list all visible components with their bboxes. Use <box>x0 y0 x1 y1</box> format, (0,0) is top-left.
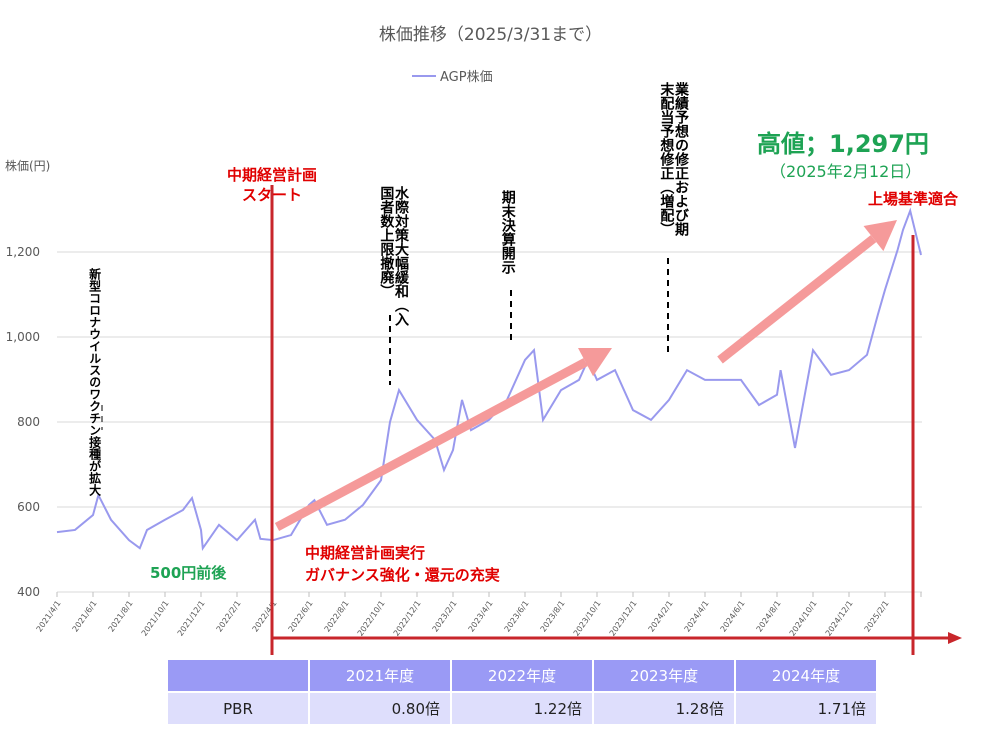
header-cell <box>168 660 308 691</box>
plan-exec-line1: 中期経営計画実行 <box>305 544 426 562</box>
x-tick-label: 2022/6/1 <box>287 599 315 634</box>
trend-arrow-2-head <box>863 220 897 252</box>
x-tick-label: 2023/2/1 <box>431 599 459 634</box>
series-line-agp <box>56 207 922 552</box>
annotation-covid: 新型コロナウイルスのワクチン接種が拡大 <box>87 268 102 496</box>
annotation-500: 500円前後 <box>150 564 227 582</box>
annotation-border: 水際対策大幅緩和（入国者数上限撤廃） <box>378 186 409 326</box>
x-tick-label: 2022/10/1 <box>356 599 387 638</box>
annotation-plan-start: 中期経営計画 スタート <box>212 165 332 205</box>
annotation-high: 高値；1,297円 <box>757 130 929 158</box>
x-tick-label: 2022/8/1 <box>323 599 351 634</box>
x-tick-label: 2024/6/1 <box>719 599 747 634</box>
y-tick-label: 800 <box>17 415 40 429</box>
plan-exec-line2: ガバナンス強化・還元の充実 <box>305 566 500 584</box>
x-tick-label: 2021/6/1 <box>71 599 99 634</box>
x-tick-label: 2025/2/1 <box>863 599 891 634</box>
trend-arrow-2 <box>717 235 877 364</box>
annotation-forecast: 業績予想の修正および期末配当予想修正（増配） <box>658 82 689 236</box>
table-row: PBR 0.80倍 1.22倍 1.28倍 1.71倍 <box>168 693 876 724</box>
x-tick-label: 2024/2/1 <box>647 599 675 634</box>
x-tick-label: 2023/12/1 <box>608 599 639 638</box>
row-label: PBR <box>168 693 308 724</box>
y-tick-label: 400 <box>17 585 40 599</box>
value-cell: 0.80倍 <box>310 693 450 724</box>
pbr-table: 2021年度 2022年度 2023年度 2024年度 PBR 0.80倍 1.… <box>166 658 878 726</box>
legend: AGP株価 <box>412 66 493 85</box>
x-tick-label: 2021/12/1 <box>176 599 207 638</box>
x-tick-label: 2024/4/1 <box>683 599 711 634</box>
annotation-high-date: （2025年2月12日） <box>770 162 922 181</box>
x-tick-label: 2024/12/1 <box>824 599 855 638</box>
y-axis-label: 株価(円) <box>5 159 51 173</box>
x-tick-label: 2021/4/1 <box>35 599 63 634</box>
x-tick-label: 2021/10/1 <box>140 599 171 638</box>
x-tick-label: 2023/8/1 <box>539 599 567 634</box>
y-tick-label: 1,000 <box>6 330 40 344</box>
timeline-arrow-head <box>948 632 962 644</box>
header-cell: 2023年度 <box>594 660 734 691</box>
value-cell: 1.71倍 <box>736 693 876 724</box>
x-tick-label: 2023/4/1 <box>467 599 495 634</box>
x-tick-label: 2024/10/1 <box>788 599 819 638</box>
annotation-plan-exec: 中期経営計画実行 ガバナンス強化・還元の充実 <box>305 542 500 586</box>
annotation-results: 期末決算開示 <box>499 190 516 274</box>
header-cell: 2022年度 <box>452 660 592 691</box>
x-tick-label: 2022/2/1 <box>215 599 243 634</box>
plan-start-line1: 中期経営計画 <box>226 166 317 184</box>
x-tick-label: 2021/8/1 <box>107 599 135 634</box>
trend-arrow-1 <box>274 358 588 531</box>
annotation-listing: 上場基準適合 <box>868 190 959 208</box>
table-header-row: 2021年度 2022年度 2023年度 2024年度 <box>168 660 876 691</box>
chart-title: 株価推移（2025/3/31まで） <box>378 25 603 45</box>
x-tick-label: 2023/10/1 <box>572 599 603 638</box>
header-cell: 2024年度 <box>736 660 876 691</box>
x-tick-label: 2022/4/1 <box>251 599 279 634</box>
legend-line-icon <box>412 74 436 77</box>
value-cell: 1.28倍 <box>594 693 734 724</box>
plan-start-line2: スタート <box>241 186 302 204</box>
legend-label: AGP株価 <box>440 70 493 85</box>
header-cell: 2021年度 <box>310 660 450 691</box>
value-cell: 1.22倍 <box>452 693 592 724</box>
y-tick-label: 600 <box>17 500 40 514</box>
x-tick-label: 2023/6/1 <box>503 599 531 634</box>
x-tick-label: 2024/8/1 <box>755 599 783 634</box>
trend-arrow-1-head <box>578 348 612 377</box>
x-tick-label: 2022/12/1 <box>392 599 423 638</box>
y-tick-label: 1,200 <box>6 245 40 259</box>
